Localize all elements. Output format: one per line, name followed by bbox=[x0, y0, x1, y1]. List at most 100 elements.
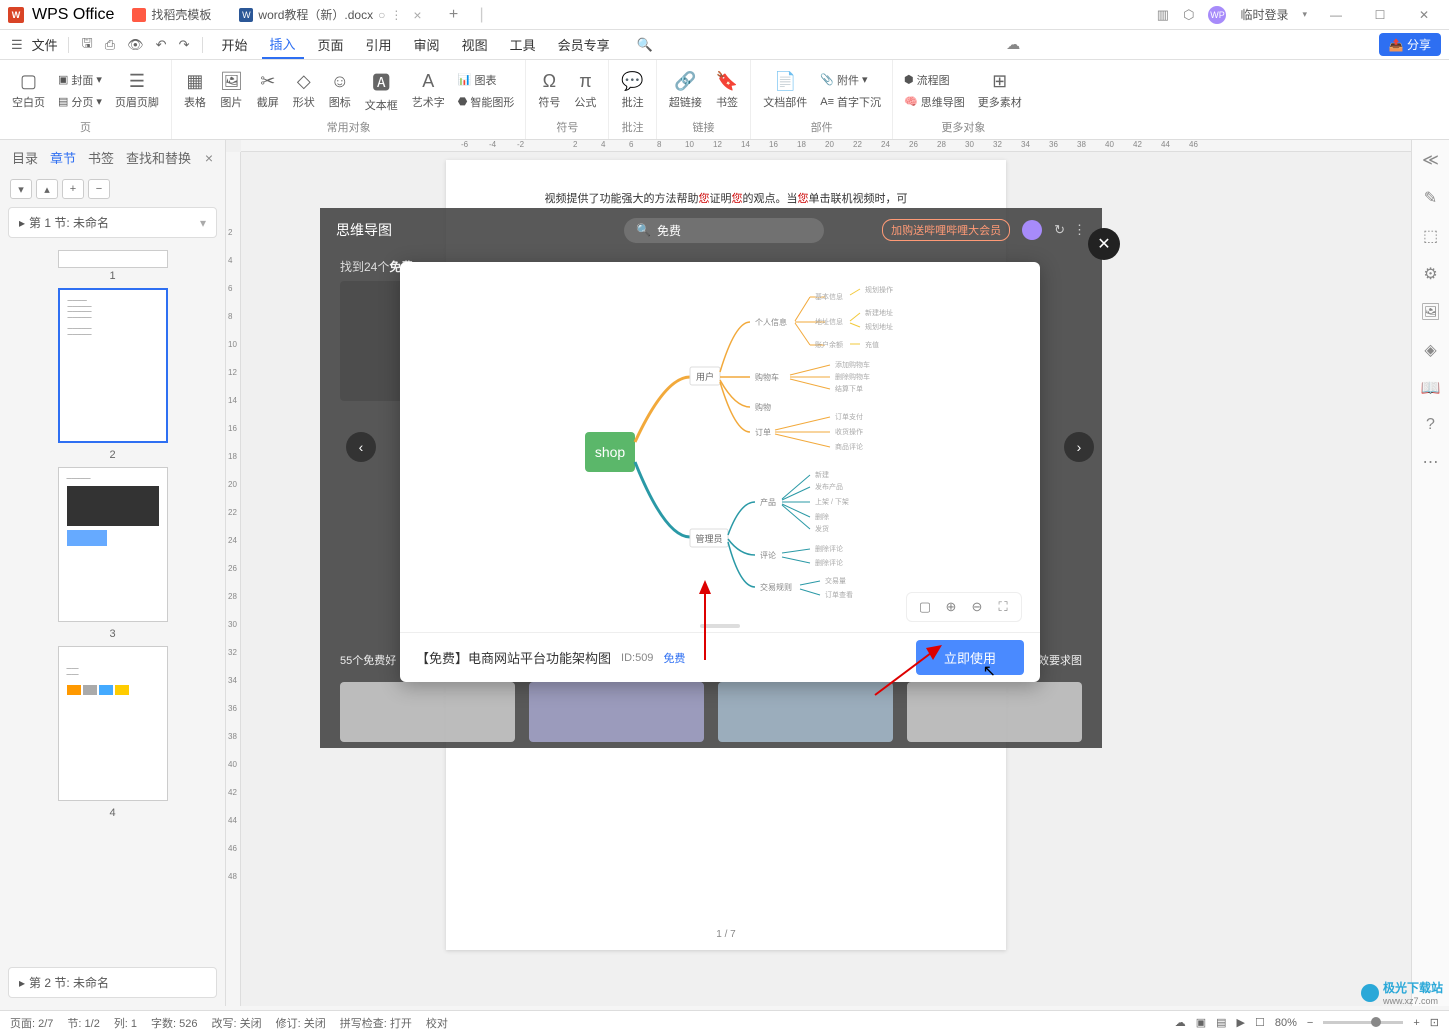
zoom-in-button[interactable]: + bbox=[1413, 1017, 1419, 1029]
status-col[interactable]: 列: 1 bbox=[114, 1015, 137, 1031]
cube-icon[interactable]: ⬡ bbox=[1183, 7, 1194, 23]
more-icon[interactable]: ⋯ bbox=[1423, 452, 1439, 472]
help-icon[interactable]: ? bbox=[1426, 416, 1435, 434]
share-button[interactable]: 📤 分享 bbox=[1379, 33, 1441, 56]
preview-icon[interactable]: 👁 bbox=[124, 37, 147, 53]
menu-member[interactable]: 会员专享 bbox=[550, 31, 618, 58]
login-chevron-icon[interactable]: ▾ bbox=[1302, 9, 1307, 20]
flowchart-button[interactable]: ⬢ 流程图 bbox=[901, 70, 968, 90]
status-revise[interactable]: 修订: 关闭 bbox=[276, 1015, 326, 1031]
nav-remove-button[interactable]: − bbox=[88, 179, 110, 199]
formula-button[interactable]: π公式 bbox=[570, 69, 600, 112]
template-card[interactable] bbox=[340, 682, 515, 742]
menu-page[interactable]: 页面 bbox=[310, 31, 352, 58]
view-icon-3[interactable]: ▤ bbox=[1216, 1016, 1226, 1029]
expand-icon[interactable]: ≪ bbox=[1422, 150, 1439, 170]
section-2[interactable]: ▸ 第 2 节: 未命名 bbox=[8, 967, 217, 998]
wordart-button[interactable]: A艺术字 bbox=[408, 69, 449, 112]
status-proof[interactable]: 校对 bbox=[426, 1015, 448, 1031]
picture-button[interactable]: 🖼图片 bbox=[216, 69, 247, 112]
menu-start[interactable]: 开始 bbox=[213, 31, 255, 58]
close-button[interactable]: ✕ bbox=[1409, 8, 1439, 22]
nav-tab-toc[interactable]: 目录 bbox=[12, 148, 38, 167]
select-icon[interactable]: ⬚ bbox=[1423, 226, 1438, 246]
nav-add-button[interactable]: + bbox=[62, 179, 84, 199]
screenshot-button[interactable]: ✂截屏 bbox=[253, 69, 283, 112]
comment-button[interactable]: 💬批注 bbox=[617, 69, 647, 112]
menu-tools[interactable]: 工具 bbox=[502, 31, 544, 58]
template-card[interactable] bbox=[529, 682, 704, 742]
hamburger-icon[interactable]: ☰ bbox=[8, 37, 26, 53]
nav-up-button[interactable]: ▴ bbox=[36, 179, 58, 199]
icon-button[interactable]: ☺图标 bbox=[325, 69, 355, 112]
smartart-button[interactable]: ⬣ 智能图形 bbox=[455, 92, 518, 112]
fullscreen-icon[interactable]: ⛶ bbox=[993, 597, 1013, 617]
view-icon-4[interactable]: ▶ bbox=[1237, 1016, 1245, 1029]
use-now-button[interactable]: 立即使用 ↖ bbox=[916, 640, 1024, 675]
search-icon[interactable]: 🔍 bbox=[634, 37, 656, 53]
tab-add-button[interactable]: + bbox=[440, 6, 468, 24]
history-icon[interactable]: ↻ bbox=[1054, 222, 1065, 238]
zoom-out-button[interactable]: − bbox=[1307, 1017, 1313, 1029]
modal-promo[interactable]: 加购送哔哩哔哩大会员 bbox=[882, 219, 1010, 241]
mindmap-button[interactable]: 🧠 思维导图 bbox=[901, 92, 968, 112]
panel-close-icon[interactable]: × bbox=[205, 150, 213, 166]
cloud-icon[interactable]: ☁ bbox=[1006, 36, 1020, 53]
menu-review[interactable]: 审阅 bbox=[406, 31, 448, 58]
maximize-button[interactable]: ☐ bbox=[1365, 8, 1395, 22]
page-thumb-2[interactable]: ━━━━━━━━━━━━━━━━━━━━━━━━━━━━━━━━━━━━━━━━… bbox=[58, 288, 168, 443]
status-track[interactable]: 改写: 关闭 bbox=[212, 1015, 262, 1031]
layout-icon[interactable]: ▥ bbox=[1157, 7, 1169, 23]
status-words[interactable]: 字数: 526 bbox=[151, 1015, 197, 1031]
template-card[interactable] bbox=[907, 682, 1082, 742]
docpart-button[interactable]: 📄文档部件 bbox=[759, 69, 811, 112]
kebab-icon[interactable]: ⋮ bbox=[1073, 222, 1086, 238]
hyperlink-button[interactable]: 🔗超链接 bbox=[665, 69, 706, 112]
menu-insert[interactable]: 插入 bbox=[262, 30, 304, 59]
section-1[interactable]: ▸ 第 1 节: 未命名 ▾ bbox=[8, 207, 217, 238]
table-button[interactable]: ▦表格 bbox=[180, 69, 210, 112]
header-footer-button[interactable]: ☰页眉页脚 bbox=[111, 69, 163, 112]
tab-document[interactable]: W word教程（新）.docx ○ ⋮ × bbox=[229, 1, 431, 29]
view-icon-2[interactable]: ▣ bbox=[1196, 1016, 1206, 1029]
menu-reference[interactable]: 引用 bbox=[358, 31, 400, 58]
print-icon[interactable]: ⎙ bbox=[102, 37, 118, 53]
redo-icon[interactable]: ↷ bbox=[176, 37, 193, 53]
fit-icon[interactable]: ▢ bbox=[915, 597, 935, 617]
shapes-icon[interactable]: ◈ bbox=[1424, 340, 1436, 360]
pagebreak-button[interactable]: ▤ 分页 ▾ bbox=[55, 92, 105, 112]
textbox-button[interactable]: 🅰文本框 bbox=[361, 67, 402, 115]
tab-close-icon[interactable]: × bbox=[413, 7, 421, 23]
modal-user-avatar[interactable] bbox=[1022, 220, 1042, 240]
zoom-out-icon[interactable]: ⊖ bbox=[967, 597, 987, 617]
ruler-vertical[interactable]: 2468101214161820222426283032343638404244… bbox=[226, 152, 241, 1006]
menu-view[interactable]: 视图 bbox=[454, 31, 496, 58]
template-card[interactable] bbox=[718, 682, 893, 742]
page-thumb-3[interactable]: ━━━━━━━━━━ bbox=[58, 467, 168, 622]
chart-button[interactable]: 📊 图表 bbox=[455, 70, 518, 90]
status-spell[interactable]: 拼写检查: 打开 bbox=[340, 1015, 412, 1031]
undo-icon[interactable]: ↶ bbox=[153, 37, 170, 53]
prev-button[interactable]: ‹ bbox=[346, 432, 376, 462]
nav-tab-section[interactable]: 章节 bbox=[50, 148, 76, 167]
ruler-horizontal[interactable]: -6-4-22468101214161820222426283032343638… bbox=[241, 140, 1411, 152]
zoom-in-icon[interactable]: ⊕ bbox=[941, 597, 961, 617]
dropcap-button[interactable]: A≡ 首字下沉 bbox=[817, 92, 884, 112]
status-page[interactable]: 页面: 2/7 bbox=[10, 1015, 53, 1031]
nav-tab-find[interactable]: 查找和替换 bbox=[126, 148, 191, 167]
cover-button[interactable]: ▣ 封面 ▾ bbox=[55, 70, 105, 90]
fit-button[interactable]: ⊡ bbox=[1430, 1016, 1439, 1029]
tab-template[interactable]: 找稻壳模板 bbox=[122, 1, 221, 29]
book-icon[interactable]: 📖 bbox=[1421, 378, 1441, 398]
save-icon[interactable]: 🖫 bbox=[79, 34, 96, 56]
symbol-button[interactable]: Ω符号 bbox=[534, 69, 564, 112]
view-icon-1[interactable]: ☁ bbox=[1175, 1016, 1186, 1029]
pen-icon[interactable]: ✎ bbox=[1424, 188, 1437, 208]
tab-menu-icon[interactable]: ⋮ bbox=[390, 8, 402, 22]
attach-button[interactable]: 📎 附件 ▾ bbox=[817, 70, 884, 90]
zoom-slider[interactable] bbox=[1323, 1021, 1403, 1024]
zoom-value[interactable]: 80% bbox=[1275, 1017, 1297, 1029]
login-text[interactable]: 临时登录 bbox=[1240, 6, 1288, 23]
file-menu[interactable]: 文件 bbox=[32, 35, 58, 54]
bookmark-button[interactable]: 🔖书签 bbox=[712, 69, 742, 112]
